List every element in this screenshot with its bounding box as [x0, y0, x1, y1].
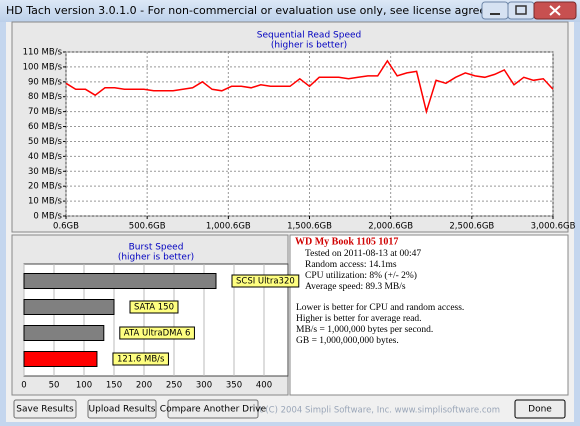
drive-stat: Random access: 14.1ms — [305, 260, 397, 270]
button[interactable] — [167, 399, 259, 419]
bar — [23, 299, 115, 315]
x-tick-label: 3,000.6GB — [531, 222, 576, 232]
button[interactable] — [13, 399, 77, 419]
drive-stat: Tested on 2011-08-13 at 00:47 — [305, 249, 421, 259]
bar-label: SATA 150 — [134, 303, 174, 313]
y-tick-label: 60 MB/s — [28, 122, 63, 132]
minimize-button[interactable] — [481, 1, 509, 20]
drive-stat: Average speed: 89.3 MB/s — [305, 282, 406, 292]
y-tick-label: 80 MB/s — [28, 92, 63, 102]
button[interactable] — [87, 399, 157, 419]
x-tick-label: 400 — [256, 381, 272, 391]
x-tick-label: 350 — [226, 381, 242, 391]
x-tick-label: 2,500.6GB — [449, 222, 494, 232]
y-tick-label: 40 MB/s — [28, 152, 63, 162]
y-tick-label: 70 MB/s — [28, 107, 63, 117]
bar-label: 121.6 MB/s — [117, 355, 165, 365]
bar-label-box — [119, 326, 195, 340]
y-tick-label: 100 MB/s — [23, 62, 63, 72]
maximize-button[interactable] — [507, 1, 535, 20]
seq-title: Sequential Read Speed — [257, 31, 362, 41]
bar — [23, 273, 217, 289]
x-tick-label: 2,000.6GB — [368, 222, 413, 232]
y-tick-label: 10 MB/s — [28, 197, 63, 207]
button-label[interactable]: Done — [528, 405, 552, 415]
info-panel — [289, 234, 569, 396]
x-tick-label: 50 — [49, 381, 60, 391]
y-tick-label: 50 MB/s — [28, 137, 63, 147]
y-tick-label: 110 MB/s — [23, 48, 63, 58]
x-tick-label: 0.6GB — [53, 222, 79, 232]
x-tick-label: 0 — [21, 381, 26, 391]
bar-label-box — [129, 300, 179, 314]
x-tick-label: 150 — [106, 381, 122, 391]
bar — [23, 325, 105, 341]
drive-stat: CPU utilization: 8% (+/- 2%) — [305, 270, 417, 281]
burst-subtitle: (higher is better) — [118, 253, 194, 263]
bar-label-box — [112, 352, 169, 366]
button-label[interactable]: Compare Another Drive — [160, 405, 267, 415]
x-tick-label: 100 — [76, 381, 92, 391]
button-label[interactable]: Upload Results — [89, 405, 156, 415]
x-tick-label: 1,500.6GB — [287, 222, 332, 232]
bar-label: SCSI Ultra320 — [236, 277, 295, 287]
x-tick-label: 250 — [166, 381, 182, 391]
title-bar — [0, 0, 580, 22]
seq-subtitle: (higher is better) — [271, 41, 347, 51]
x-tick-label: 1,000.6GB — [206, 222, 251, 232]
window-title: HD Tach version 3.0.1.0 - For non-commer… — [6, 4, 518, 17]
bar — [23, 351, 98, 367]
note-line: Higher is better for average read. — [296, 313, 422, 324]
button[interactable] — [514, 399, 566, 419]
bar-label-box — [231, 274, 300, 288]
y-tick-label: 30 MB/s — [28, 167, 63, 177]
note-line: GB = 1,000,000,000 bytes. — [296, 336, 399, 346]
x-tick-label: 300 — [196, 381, 212, 391]
note-line: MB/s = 1,000,000 bytes per second. — [296, 325, 433, 335]
maximize-icon — [515, 5, 527, 15]
read-speed-line — [65, 59, 554, 115]
close-icon — [549, 5, 561, 16]
x-tick-label: 500.6GB — [129, 222, 166, 232]
y-tick-label: 20 MB/s — [28, 182, 63, 192]
drive-name: WD My Book 1105 1017 — [295, 236, 398, 247]
bar-label: ATA UltraDMA 6 — [124, 329, 191, 339]
x-tick-label: 200 — [136, 381, 152, 391]
button-label[interactable]: Save Results — [16, 405, 74, 415]
y-tick-label: 0 MB/s — [33, 212, 62, 222]
y-tick-label: 90 MB/s — [28, 77, 63, 87]
burst-title: Burst Speed — [129, 243, 184, 253]
note-line: Lower is better for CPU and random acces… — [296, 302, 464, 313]
copyright: Copyright (C) 2004 Simpli Software, Inc.… — [221, 406, 500, 416]
